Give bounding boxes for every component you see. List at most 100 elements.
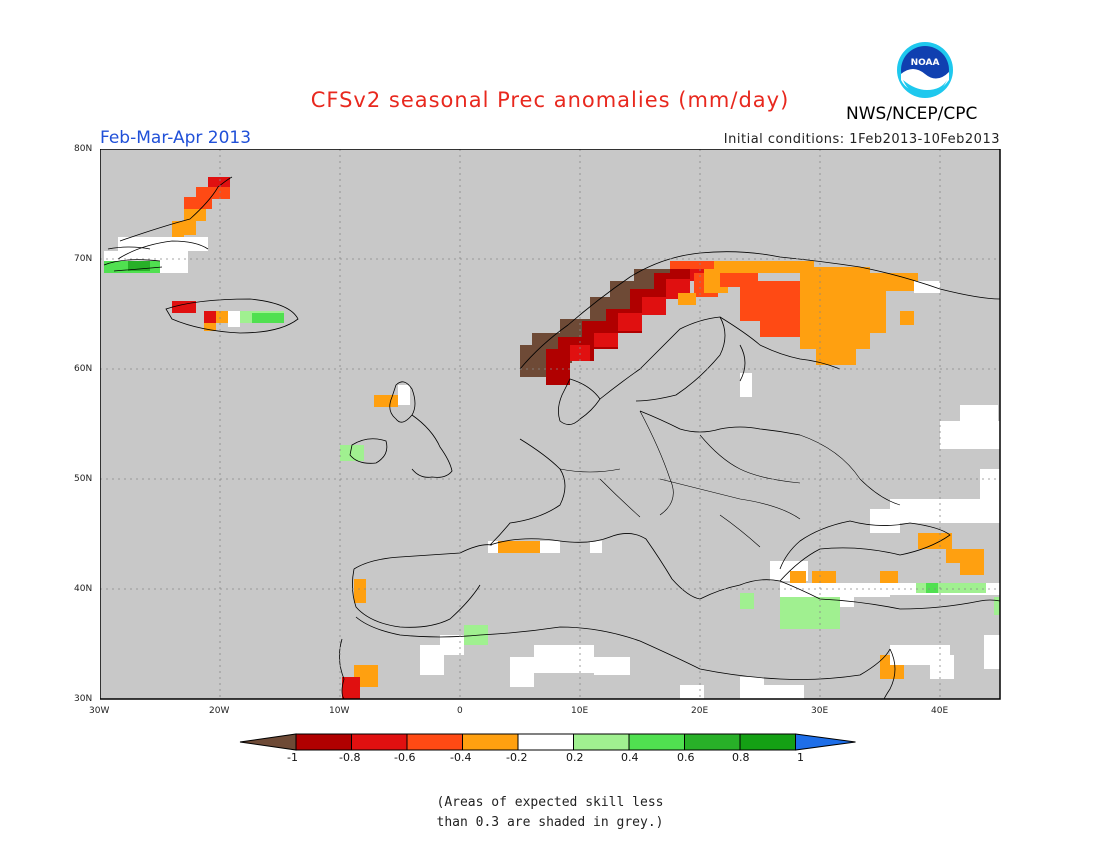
legend-label: 0.6 <box>677 751 695 764</box>
cell <box>184 197 212 209</box>
cell <box>204 311 216 323</box>
cell <box>196 187 230 199</box>
legend-label: 0.2 <box>566 751 584 764</box>
lat-label: 70N <box>74 254 93 264</box>
cell <box>940 421 1000 449</box>
precip-anomaly-map <box>100 149 1001 700</box>
lat-label: 60N <box>74 364 93 374</box>
legend-label: -0.6 <box>394 751 416 764</box>
legend-arrow-high <box>795 733 856 751</box>
cell <box>960 405 998 425</box>
lon-label: 10W <box>329 706 350 716</box>
legend-bin <box>517 733 574 751</box>
cell <box>642 297 666 315</box>
legend-label: -0.4 <box>450 751 472 764</box>
cell <box>118 237 208 251</box>
cell <box>816 345 856 365</box>
cell <box>994 597 1000 615</box>
skill-note: (Areas of expected skill less than 0.3 a… <box>0 793 1100 833</box>
legend-label: 0.8 <box>732 751 750 764</box>
cell <box>228 311 240 327</box>
lat-label: 30N <box>74 694 93 704</box>
cell <box>850 289 886 333</box>
cell <box>764 685 804 699</box>
legend-label: 1 <box>797 751 804 764</box>
cell <box>740 593 754 609</box>
lon-label: 20W <box>209 706 230 716</box>
lon-label: 0 <box>457 706 463 716</box>
cell <box>128 261 150 271</box>
cell <box>420 645 444 675</box>
legend-label: -0.8 <box>339 751 361 764</box>
lat-label: 80N <box>74 144 93 154</box>
legend-bin <box>462 733 519 751</box>
cell <box>914 281 940 293</box>
cell <box>510 657 534 687</box>
cell <box>980 469 1000 499</box>
cell <box>342 677 360 699</box>
cell <box>398 385 410 405</box>
cell <box>204 323 216 331</box>
legend-bin <box>406 733 463 751</box>
legend-bin <box>739 733 796 751</box>
legend-bin <box>295 733 352 751</box>
cell <box>946 549 984 563</box>
cell <box>916 583 986 593</box>
cell <box>680 685 704 699</box>
legend-label: -0.2 <box>506 751 528 764</box>
legend-arrow-low <box>239 733 297 751</box>
cell <box>534 645 594 673</box>
cell <box>252 313 284 323</box>
cell <box>594 657 630 675</box>
cell <box>172 301 196 313</box>
cell <box>340 445 364 461</box>
cell <box>678 293 696 305</box>
lon-label: 40E <box>931 706 949 716</box>
agency-label: NWS/NCEP/CPC <box>846 104 978 124</box>
cell <box>790 571 806 583</box>
cell <box>900 311 914 325</box>
logo-text: NOAA <box>911 58 940 68</box>
cell <box>780 583 890 597</box>
cell <box>918 533 952 549</box>
lon-label: 20E <box>691 706 709 716</box>
lon-label: 30W <box>89 706 110 716</box>
lon-label: 10E <box>571 706 589 716</box>
cell <box>960 563 984 575</box>
cell <box>714 261 814 273</box>
cell <box>374 395 398 407</box>
cell <box>740 373 752 397</box>
legend-label: -1 <box>287 751 298 764</box>
legend-bin <box>573 733 630 751</box>
cell <box>890 499 1000 523</box>
cell <box>172 221 196 235</box>
cell <box>540 541 560 553</box>
country-borders <box>559 410 901 548</box>
initial-conditions-label: Initial conditions: 1Feb2013-10Feb2013 <box>723 132 1000 147</box>
lat-label: 50N <box>74 474 93 484</box>
cell <box>812 571 836 583</box>
cell <box>870 509 900 533</box>
cell <box>216 311 228 323</box>
cell <box>860 273 918 291</box>
map-background <box>100 149 1000 699</box>
cell <box>780 597 840 629</box>
map-frame <box>100 149 1001 700</box>
cell <box>930 655 954 679</box>
cell <box>984 635 1000 669</box>
cell <box>440 635 464 655</box>
cell <box>740 677 764 699</box>
lat-label: 40N <box>74 584 93 594</box>
cell <box>184 209 206 221</box>
cell <box>590 541 602 553</box>
cell <box>354 579 366 603</box>
noaa-logo-icon: NOAA <box>897 42 953 98</box>
legend-bin <box>684 733 741 751</box>
skill-note-line: than 0.3 are shaded in grey.) <box>436 815 664 830</box>
skill-note-line: (Areas of expected skill less <box>436 795 664 810</box>
legend-label: 0.4 <box>621 751 639 764</box>
cell <box>926 583 938 593</box>
legend-bin <box>628 733 685 751</box>
cell <box>208 177 230 189</box>
season-label: Feb-Mar-Apr 2013 <box>100 128 252 148</box>
